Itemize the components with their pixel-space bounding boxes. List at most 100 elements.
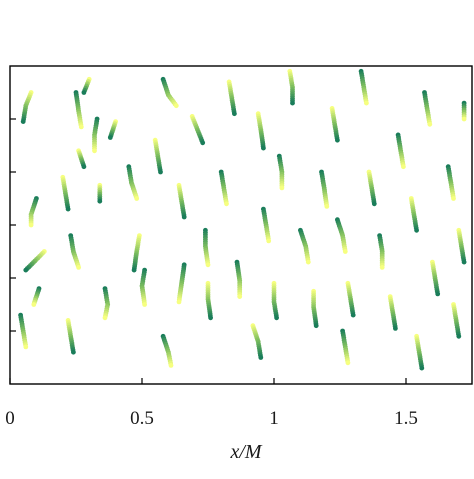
trajectory-point	[379, 265, 385, 270]
trajectory-45	[445, 164, 456, 201]
trajectory-46	[456, 227, 467, 265]
trajectory-point	[102, 315, 108, 321]
trajectory-point	[401, 164, 406, 170]
trajectory-34	[329, 106, 340, 143]
trajectory-point	[350, 312, 356, 318]
trajectory-24	[226, 79, 237, 117]
trajectory-point	[258, 355, 264, 360]
trajectory-7	[68, 233, 81, 270]
trajectory-point	[28, 222, 34, 228]
trajectory-point	[134, 196, 140, 201]
trajectory-point	[71, 349, 76, 355]
trajectory-51	[160, 333, 174, 368]
trajectory-point	[237, 294, 243, 299]
trajectory-point	[20, 119, 26, 124]
trajectory-26	[255, 111, 266, 151]
trajectory-point	[451, 196, 456, 201]
trajectory-point	[81, 90, 87, 95]
trajectory-point	[176, 299, 182, 305]
trajectory-43	[422, 90, 433, 127]
trajectory-point	[31, 302, 37, 307]
trajectory-19	[176, 262, 187, 305]
x-tick-label-3: 1.5	[394, 408, 418, 429]
trajectory-point	[23, 344, 29, 350]
trajectory-point	[324, 204, 330, 209]
trajectory-49	[18, 312, 29, 350]
trajectory-50	[65, 318, 76, 355]
trajectory-point	[181, 214, 187, 220]
trajectory-28	[271, 280, 279, 321]
trajectory-30	[287, 68, 295, 106]
x-tick-group: 0 0.5 1 1.5	[5, 378, 418, 429]
trajectory-point	[261, 145, 266, 151]
x-tick-label-2: 1	[269, 408, 279, 429]
trajectory-33	[319, 169, 330, 209]
trajectory-3	[31, 286, 42, 307]
trajectory-point	[142, 302, 148, 307]
trajectory-point	[224, 201, 229, 207]
trajectory-54	[414, 333, 425, 371]
trajectory-16	[152, 137, 163, 175]
trajectory-11	[102, 286, 111, 321]
trajectory-point	[97, 198, 103, 204]
trajectory-1	[28, 196, 39, 228]
trajectory-44	[430, 259, 441, 297]
trajectory-point	[208, 315, 214, 321]
trajectory-point	[364, 100, 369, 106]
trajectory-36	[345, 280, 356, 318]
x-tick-label-0: 0	[5, 408, 15, 429]
trajectory-point	[427, 121, 433, 127]
trajectory-point	[76, 265, 81, 270]
trajectory-point	[456, 333, 462, 339]
trajectory-point	[81, 164, 87, 170]
trajectory-10	[97, 182, 103, 204]
trajectory-point	[131, 267, 137, 273]
trajectory-37	[358, 68, 369, 106]
trajectory-48	[451, 302, 462, 339]
trajectory-20	[189, 114, 206, 146]
trajectory-point	[158, 169, 163, 175]
trajectory-29	[276, 153, 285, 191]
trajectory-39	[377, 233, 385, 270]
trajectory-23	[218, 169, 229, 207]
y-tick-group	[10, 118, 16, 332]
trajectory-35	[335, 217, 348, 254]
trajectory-47	[461, 100, 467, 122]
x-axis-label: x/M	[229, 441, 262, 463]
trajectory-8	[81, 76, 92, 95]
trajectory-point	[345, 360, 351, 366]
trajectory-point	[414, 227, 419, 233]
trajectory-2	[23, 249, 47, 273]
x-tick-label-1: 0.5	[130, 408, 154, 429]
trajectory-point	[92, 148, 97, 154]
trajectory-point	[371, 201, 377, 207]
trajectory-6	[76, 148, 87, 170]
trajectory-point	[335, 137, 340, 143]
trajectory-point	[461, 259, 467, 265]
trajectory-point	[23, 267, 29, 273]
trajectory-32	[311, 288, 319, 329]
trajectory-21	[203, 227, 211, 268]
trajectory-22	[205, 280, 214, 321]
trajectory-point	[65, 206, 71, 212]
trajectory-31	[298, 227, 311, 265]
trajectory-12	[107, 119, 118, 140]
trajectory-point	[274, 315, 279, 321]
trajectory-25	[234, 259, 243, 299]
trajectory-42	[408, 196, 419, 233]
trajectory-point	[173, 103, 179, 109]
trajectory-point	[342, 249, 348, 254]
trajectory-17	[160, 76, 179, 109]
trajectory-point	[305, 259, 311, 265]
trajectory-38	[366, 169, 377, 207]
trajectory-point	[279, 185, 285, 191]
trajectory-4	[60, 174, 71, 212]
trajectory-52	[250, 323, 264, 360]
trajectory-5	[73, 90, 84, 130]
trajectory-41	[395, 132, 406, 170]
trajectory-point	[419, 365, 425, 371]
trajectory-point	[78, 124, 84, 130]
trajectory-point	[200, 140, 206, 146]
trajectory-9	[92, 116, 100, 154]
trajectory-point	[266, 238, 272, 244]
